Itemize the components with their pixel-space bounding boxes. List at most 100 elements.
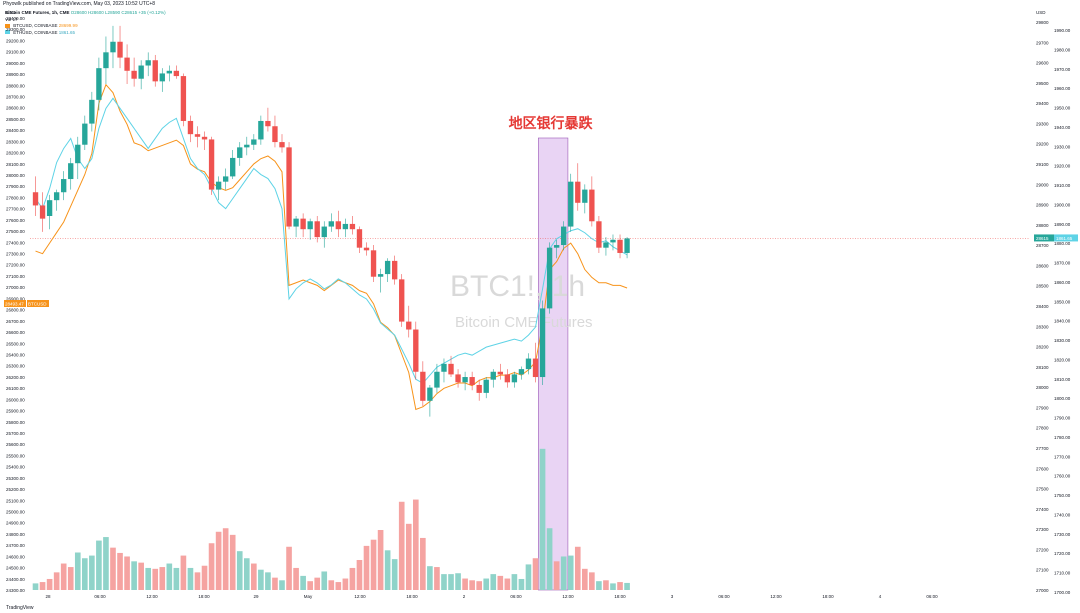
left-axis-tick: 25400.00: [6, 465, 25, 470]
right-axis-tick: 27800: [1036, 426, 1049, 431]
candle-body: [349, 223, 356, 230]
candle-body: [124, 57, 130, 71]
volume-bar: [258, 569, 264, 590]
right2-axis-tick: 1990.00: [1054, 28, 1071, 33]
left-axis-tick: 25700.00: [6, 431, 25, 436]
right-axis-tick: 29700: [1036, 40, 1049, 45]
left-axis-tick: 28600.00: [6, 106, 25, 111]
btc-color-swatch: [5, 23, 10, 28]
volume-bar: [377, 530, 384, 590]
right-axis-tick: 27900: [1036, 405, 1049, 410]
candle-body: [103, 52, 109, 69]
right2-axis-tick: 1820.00: [1054, 357, 1071, 362]
volume-bar: [511, 574, 518, 590]
right2-axis-tick: 1830.00: [1054, 338, 1071, 343]
right-axis-tick: 29600: [1036, 61, 1049, 66]
volume-bar: [483, 578, 490, 590]
right2-axis-tick: 1840.00: [1054, 319, 1071, 324]
right2-axis-tick: 1980.00: [1054, 47, 1071, 52]
candle-body: [53, 192, 60, 201]
volume-bar: [145, 567, 152, 590]
candle-body: [370, 250, 377, 277]
right-axis-tick: 28500: [1036, 284, 1049, 289]
left-axis-tick: 29200.00: [6, 38, 25, 43]
volume-bar: [180, 555, 187, 590]
right-axis-tick: 28600: [1036, 263, 1049, 268]
volume-bar: [624, 582, 630, 590]
candle-body: [483, 379, 489, 393]
volume-bar: [222, 528, 229, 590]
volume-bar: [617, 582, 623, 590]
right2-axis-tick: 1940.00: [1054, 125, 1071, 130]
left-axis-tick: 28400.00: [6, 128, 25, 133]
legend-btc-row[interactable]: BTCUSD, COINBASE 28699.99: [5, 23, 166, 30]
volume-bar: [518, 578, 525, 590]
legend-eth-row[interactable]: ETHUSD, COINBASE 1861.65: [5, 30, 166, 37]
candle-body: [293, 218, 299, 227]
candle-body: [342, 223, 349, 230]
left-axis-tick: 26300.00: [6, 364, 25, 369]
left-price-tag-bg: [4, 300, 26, 307]
volume-bar: [412, 499, 419, 590]
volume-bar: [251, 563, 257, 590]
volume-bar: [272, 577, 278, 590]
right-axis-tick: 28000: [1036, 385, 1049, 390]
candle-body: [46, 200, 53, 216]
candle-body: [173, 70, 180, 77]
volume-bar: [342, 578, 349, 590]
volume-bar: [138, 562, 144, 590]
candle-body: [427, 387, 433, 401]
right-axis-tick: 29300: [1036, 121, 1049, 126]
candle-body: [497, 371, 503, 375]
candle-body: [222, 176, 229, 182]
candle-body: [272, 126, 278, 143]
volume-bar: [405, 523, 412, 590]
right-axis-tick: 27300: [1036, 527, 1049, 532]
left-axis-tick: 28000.00: [6, 173, 25, 178]
left-axis-tick: 27800.00: [6, 195, 25, 200]
volume-bar: [603, 580, 609, 590]
volume-bar: [525, 564, 532, 590]
candle-body: [194, 134, 201, 137]
volume-bar: [53, 572, 60, 590]
volume-bar: [279, 580, 285, 590]
volume-bar: [110, 547, 116, 590]
x-axis-tick: 2: [463, 594, 466, 599]
candle-body: [413, 329, 419, 372]
candle-body: [624, 238, 630, 253]
candle-body: [525, 358, 532, 370]
right2-axis-tick: 1720.00: [1054, 551, 1071, 556]
volume-bar: [229, 534, 236, 590]
left-axis-tick: 28200.00: [6, 151, 25, 156]
right-price-tag-bg: [1034, 234, 1054, 242]
volume-bar: [173, 567, 180, 590]
left-axis-tick: 26400.00: [6, 352, 25, 357]
candle-body: [561, 226, 567, 246]
volume-bar: [82, 558, 88, 590]
volume-bar: [293, 567, 299, 590]
x-axis-tick: 12:00: [770, 594, 782, 599]
right-axis-tick: 28700: [1036, 243, 1049, 248]
candle-body: [187, 120, 194, 135]
right2-axis-tick: 1770.00: [1054, 454, 1071, 459]
left-axis-tick: 29000.00: [6, 61, 25, 66]
candle-body: [589, 189, 595, 222]
volume-bar: [462, 578, 468, 590]
x-axis-tick: 28: [45, 594, 51, 599]
volume-bar: [504, 578, 511, 590]
candle-body: [490, 371, 496, 380]
candle-body: [335, 221, 342, 230]
right-axis-tick: 29500: [1036, 81, 1049, 86]
left-axis-tick: 27600.00: [6, 218, 25, 223]
left-axis-tick: 24600.00: [6, 554, 25, 559]
legend-main-values: O28600 H28600 L28590 C28615 +35 (+0.12%): [70, 10, 166, 15]
candle-body: [377, 274, 384, 277]
left-axis-tick: 29400.00: [6, 16, 25, 21]
right2-axis-tick: 1730.00: [1054, 532, 1071, 537]
left-axis-tick: 27700.00: [6, 207, 25, 212]
volume-bar: [384, 550, 391, 590]
candle-body: [603, 242, 609, 248]
volume-bar: [131, 561, 137, 590]
left-axis-tick: 27300.00: [6, 252, 25, 257]
